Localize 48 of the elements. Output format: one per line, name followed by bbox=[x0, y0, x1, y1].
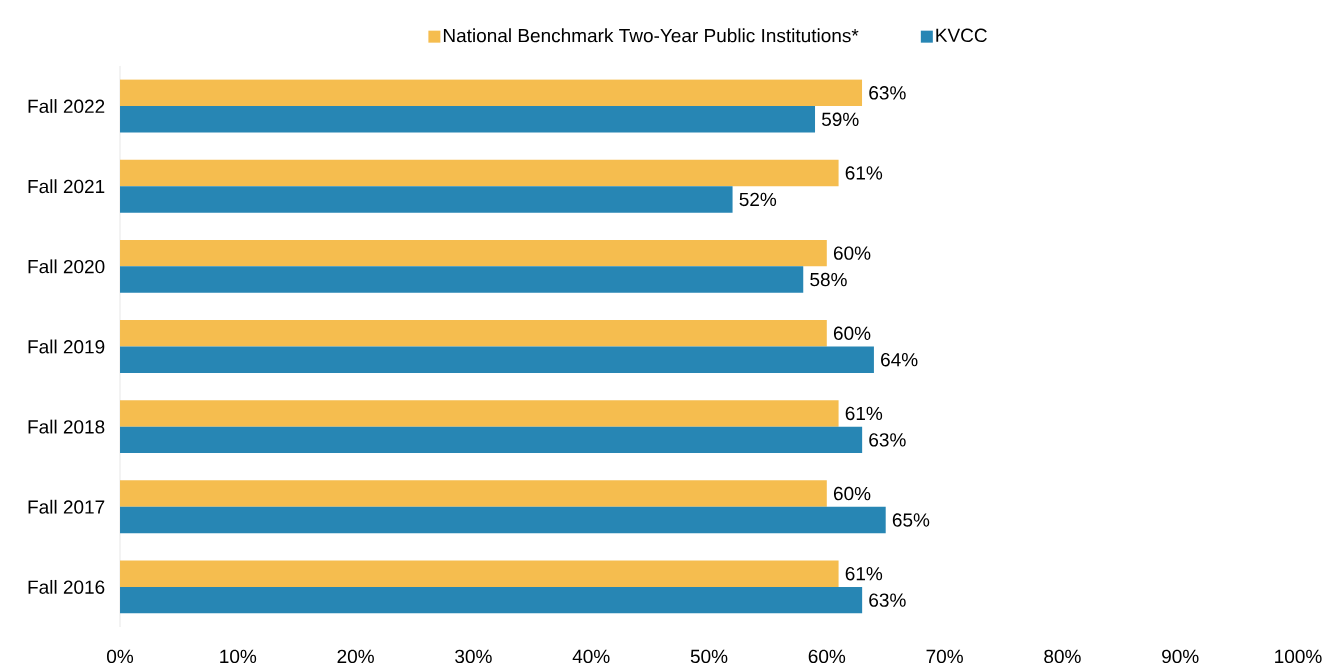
y-tick-label: Fall 2022 bbox=[28, 99, 105, 114]
x-tick-label: 10% bbox=[220, 649, 257, 664]
x-tick-label: 70% bbox=[926, 649, 963, 664]
bar bbox=[120, 400, 839, 427]
bar bbox=[120, 346, 874, 373]
y-tick-label: Fall 2016 bbox=[28, 579, 105, 594]
x-tick-label: 50% bbox=[690, 649, 728, 664]
data-label: 61% bbox=[845, 406, 883, 421]
x-tick-label: 30% bbox=[455, 649, 492, 664]
y-tick-label: Fall 2021 bbox=[28, 179, 105, 194]
bar bbox=[120, 159, 839, 187]
x-tick-label: 40% bbox=[572, 649, 610, 664]
data-label: 58% bbox=[810, 272, 847, 287]
bar bbox=[120, 426, 863, 454]
bar bbox=[120, 186, 733, 213]
bar bbox=[120, 586, 863, 614]
x-tick-label: 60% bbox=[808, 649, 846, 664]
data-label: 61% bbox=[845, 166, 883, 180]
data-label: 60% bbox=[833, 246, 871, 260]
data-label: 61% bbox=[845, 566, 883, 581]
y-tick-label: Fall 2018 bbox=[28, 419, 105, 434]
x-tick-label: 90% bbox=[1162, 649, 1199, 664]
legend-label: KVCC bbox=[936, 28, 987, 43]
bar bbox=[120, 106, 816, 133]
data-label: 63% bbox=[869, 433, 906, 447]
data-label: 60% bbox=[833, 326, 871, 340]
data-label: 63% bbox=[869, 86, 906, 100]
bar bbox=[120, 506, 886, 534]
bar bbox=[120, 266, 804, 293]
x-tick-label: 100% bbox=[1275, 649, 1322, 664]
x-tick-label: 80% bbox=[1044, 649, 1081, 664]
y-tick-label: Fall 2020 bbox=[28, 259, 105, 274]
bar bbox=[120, 79, 863, 107]
x-tick-label: 20% bbox=[337, 649, 374, 664]
bar bbox=[120, 560, 839, 587]
bar bbox=[120, 320, 827, 347]
data-label: 59% bbox=[821, 112, 859, 127]
data-label: 52% bbox=[739, 192, 777, 207]
legend-label: National Benchmark Two-Year Public Institutions* bbox=[443, 28, 859, 43]
bar bbox=[120, 239, 827, 267]
y-tick-label: Fall 2017 bbox=[28, 499, 105, 514]
data-label: 65% bbox=[892, 513, 930, 527]
data-label: 64% bbox=[881, 352, 918, 367]
y-tick-label: Fall 2019 bbox=[28, 339, 105, 354]
data-label: 63% bbox=[869, 593, 906, 607]
bar bbox=[120, 480, 827, 507]
data-label: 60% bbox=[833, 486, 871, 501]
x-tick-label: 0% bbox=[107, 649, 134, 664]
